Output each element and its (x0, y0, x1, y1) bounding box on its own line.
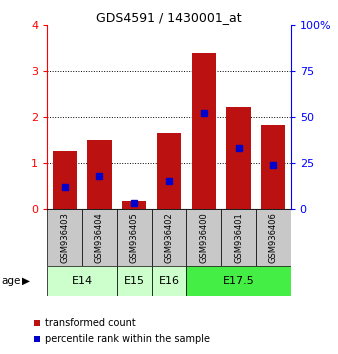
Text: percentile rank within the sample: percentile rank within the sample (45, 333, 210, 344)
Bar (186, 266, 291, 296)
Bar (256, 209, 291, 266)
Text: GSM936401: GSM936401 (234, 212, 243, 263)
Title: GDS4591 / 1430001_at: GDS4591 / 1430001_at (96, 11, 242, 24)
Bar (157, 133, 181, 209)
Bar (117, 266, 152, 296)
Bar (47, 209, 82, 266)
Bar (82, 209, 117, 266)
Text: GSM936402: GSM936402 (165, 212, 173, 263)
Bar (87, 140, 112, 209)
Text: E16: E16 (159, 275, 179, 286)
Text: E17.5: E17.5 (223, 275, 255, 286)
Bar (186, 209, 221, 266)
Bar (192, 53, 216, 209)
Text: E15: E15 (124, 275, 145, 286)
Text: age: age (2, 275, 21, 286)
Bar (122, 201, 146, 209)
Text: GSM936404: GSM936404 (95, 212, 104, 263)
Text: GSM936406: GSM936406 (269, 212, 278, 263)
Bar (152, 266, 186, 296)
Text: transformed count: transformed count (45, 318, 136, 328)
Bar (226, 107, 251, 209)
Bar (52, 152, 77, 209)
Bar (261, 125, 286, 209)
Bar (152, 209, 186, 266)
Bar (47, 266, 117, 296)
Text: ▶: ▶ (22, 275, 30, 286)
Text: GSM936400: GSM936400 (199, 212, 208, 263)
Bar (117, 209, 152, 266)
Text: GSM936403: GSM936403 (60, 212, 69, 263)
Bar (221, 209, 256, 266)
Text: E14: E14 (72, 275, 93, 286)
Text: GSM936405: GSM936405 (130, 212, 139, 263)
